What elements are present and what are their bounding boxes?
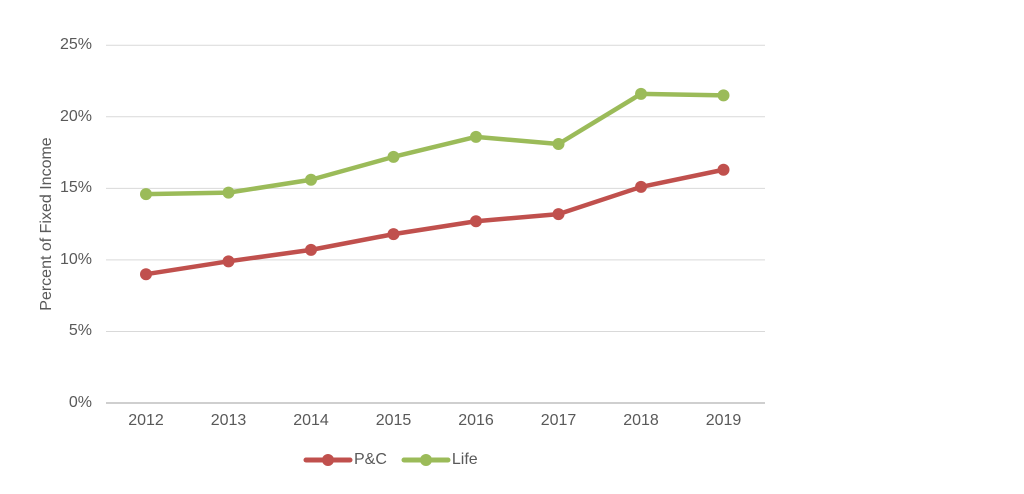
data-point-marker xyxy=(552,208,565,221)
x-tick-label: 2015 xyxy=(375,412,412,429)
data-point-marker xyxy=(717,89,730,102)
y-tick-label: 5% xyxy=(68,322,92,340)
legend-item-life: Life xyxy=(401,451,478,469)
data-point-marker xyxy=(387,228,400,241)
series-line-pc xyxy=(143,167,726,277)
data-point-marker xyxy=(635,180,647,193)
data-point-marker xyxy=(717,163,730,176)
legend-line-marker-icon xyxy=(401,454,451,466)
data-point-marker xyxy=(305,243,317,256)
data-point-marker xyxy=(470,215,482,228)
x-tick-label: 2012 xyxy=(128,412,164,429)
y-tick-label: 25% xyxy=(59,36,92,54)
x-tick-label: 2017 xyxy=(540,412,577,429)
data-point-marker xyxy=(140,188,152,201)
x-tick-label: 2018 xyxy=(623,412,659,429)
chart-legend: P&C Life xyxy=(303,451,478,469)
data-point-marker xyxy=(470,130,482,143)
legend-label: Life xyxy=(451,451,478,468)
x-tick-label: 2019 xyxy=(705,412,742,429)
series-line-life xyxy=(143,91,726,197)
legend-item-pc: P&C xyxy=(303,451,387,469)
data-point-marker xyxy=(222,255,235,268)
data-point-marker xyxy=(140,268,152,281)
y-tick-label: 0% xyxy=(68,394,92,411)
data-point-marker xyxy=(305,173,317,186)
y-tick-label: 10% xyxy=(59,250,92,268)
x-tick-label: 2016 xyxy=(458,412,494,429)
x-tick-label: 2014 xyxy=(293,412,329,429)
data-point-marker xyxy=(552,137,565,150)
x-tick-label: 2013 xyxy=(210,412,247,429)
data-point-marker xyxy=(635,87,647,100)
data-point-marker xyxy=(222,186,235,199)
data-point-marker xyxy=(387,150,400,163)
legend-label: P&C xyxy=(354,451,387,468)
y-axis-title: Percent of Fixed Income xyxy=(38,137,55,311)
y-tick-label: 20% xyxy=(59,107,92,125)
legend-line-marker-icon xyxy=(303,454,353,466)
y-tick-label: 15% xyxy=(59,179,92,197)
